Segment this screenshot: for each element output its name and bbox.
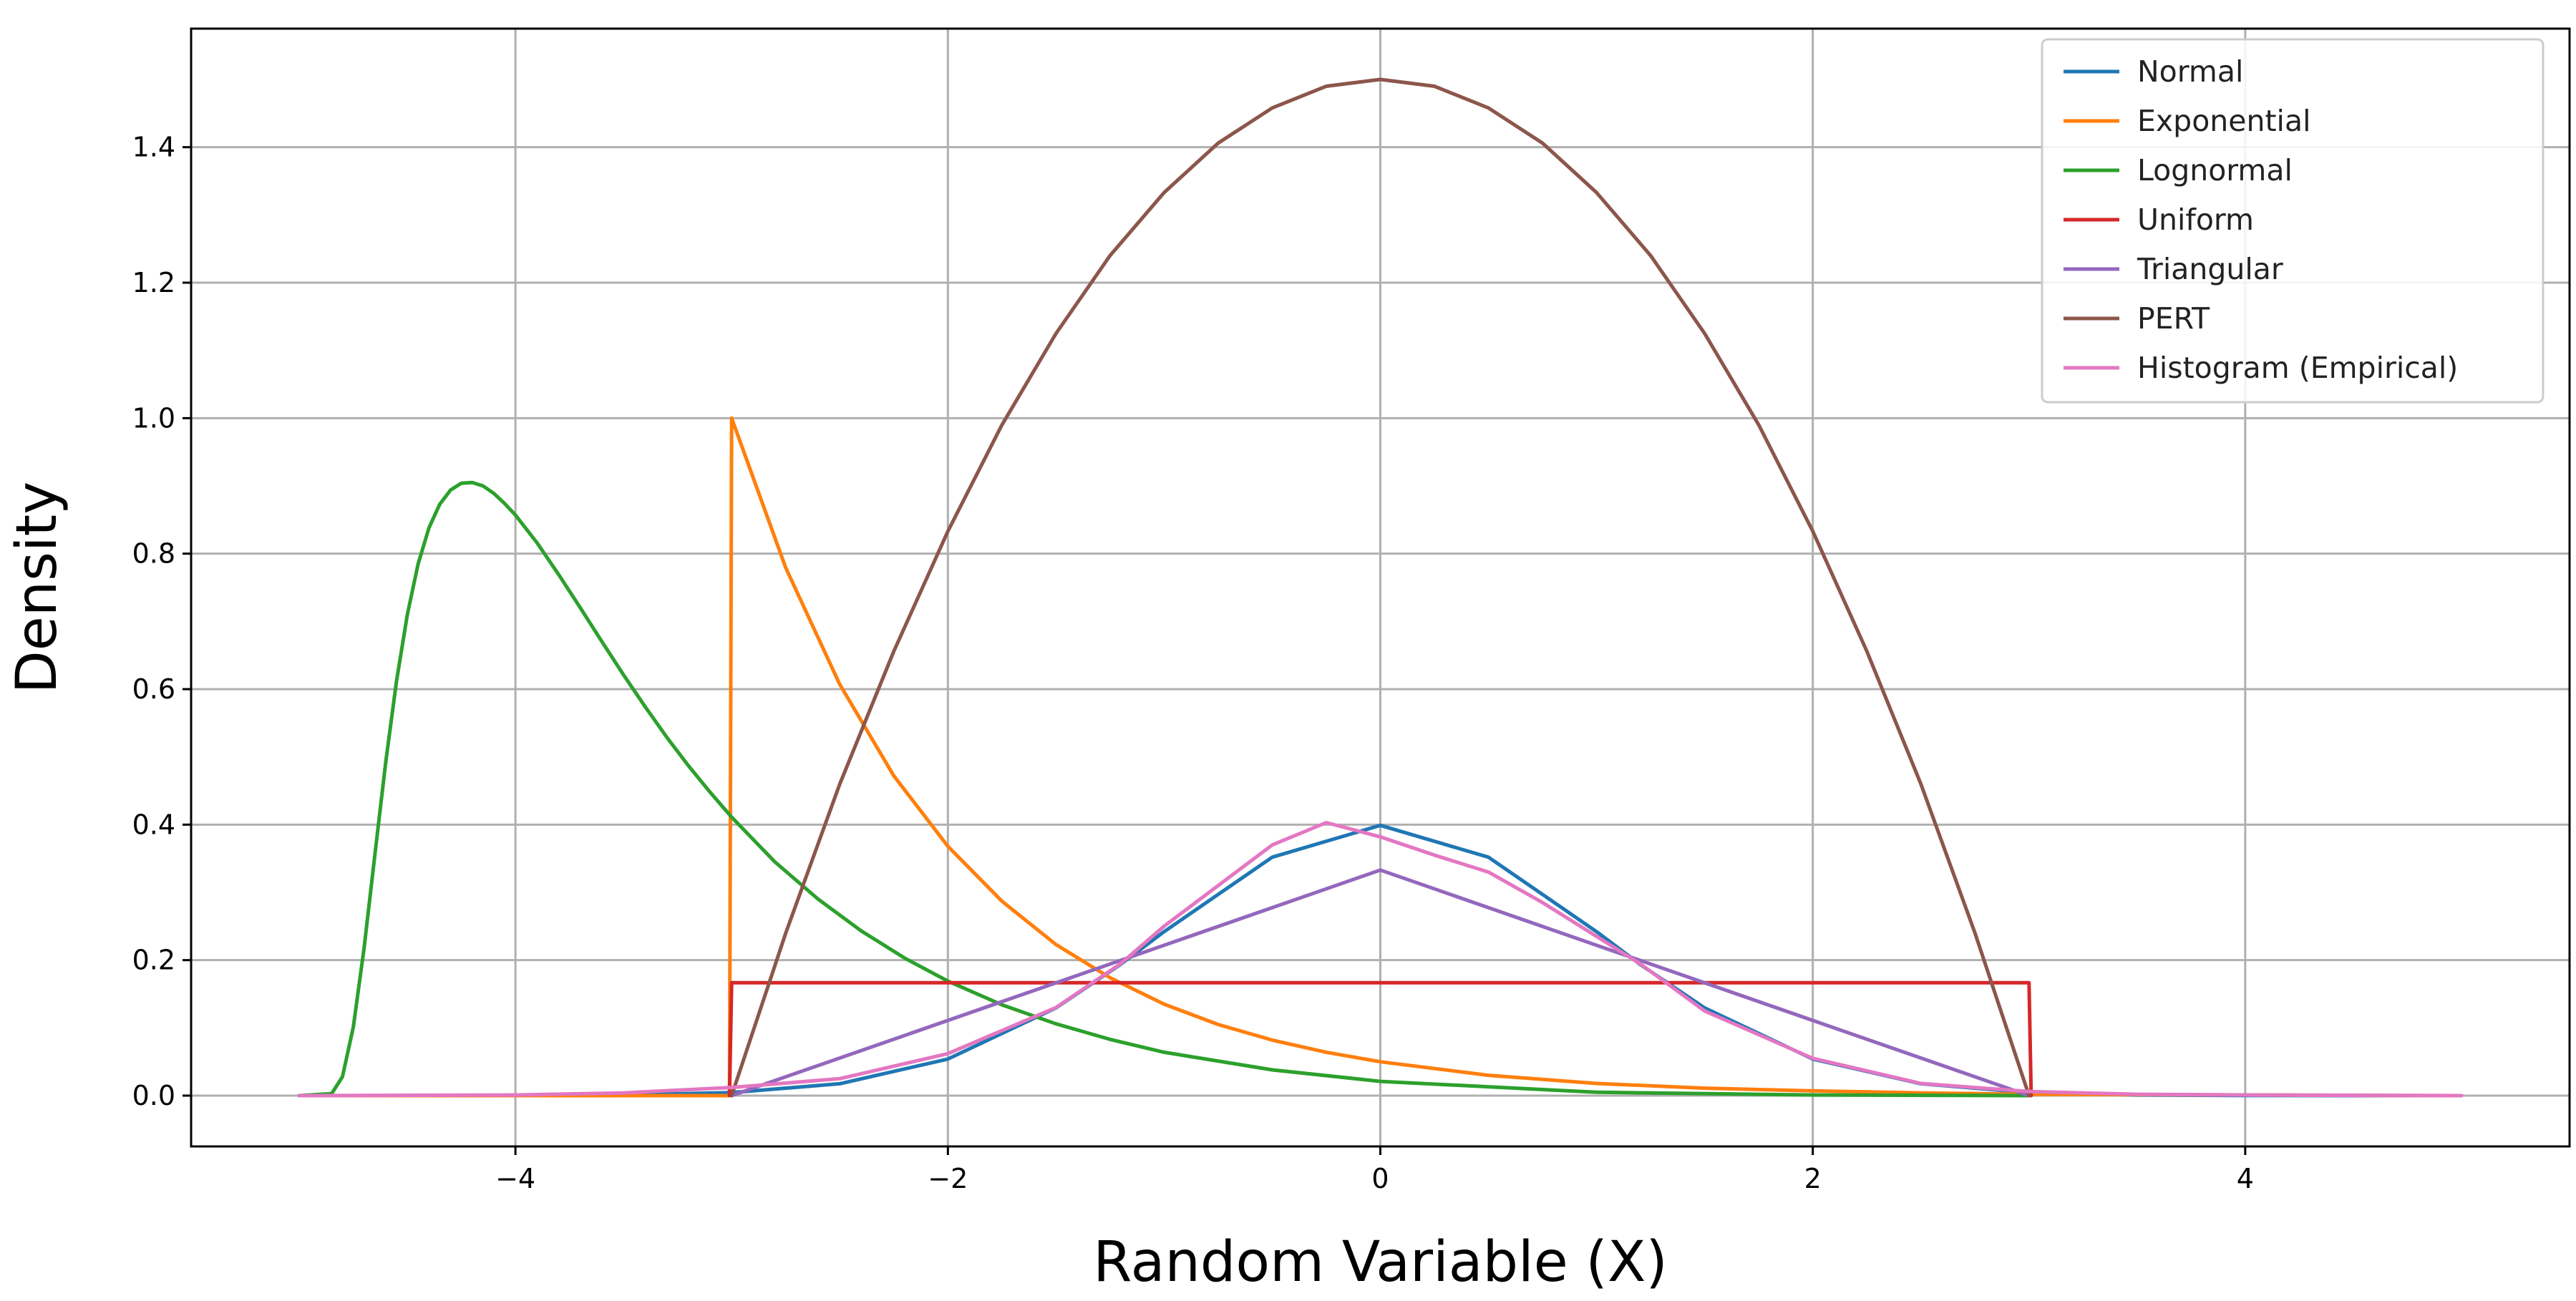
x-axis-title: Random Variable (X) xyxy=(1093,1230,1668,1295)
legend: Normal Exponential Lognormal Uniform Triangu… xyxy=(2041,38,2545,404)
legend-label: Exponential xyxy=(2137,104,2310,138)
y-tick-label: 0.0 xyxy=(132,1080,175,1111)
series-line-lognormal xyxy=(297,480,2031,1098)
series-line-pert xyxy=(729,77,2031,1098)
y-tick-label: 1.0 xyxy=(132,402,175,434)
y-tick-label: 1.2 xyxy=(132,267,175,298)
legend-label: Lognormal xyxy=(2137,153,2293,187)
x-tick-label: −2 xyxy=(928,1163,968,1194)
x-tick-label: 0 xyxy=(1371,1163,1389,1194)
y-tick-label: 0.2 xyxy=(132,945,175,976)
x-tick-label: −4 xyxy=(495,1163,535,1194)
series-lines xyxy=(297,77,2464,1098)
series-line-triangular xyxy=(729,868,2031,1098)
legend-label: Normal xyxy=(2137,54,2243,89)
legend-label: Histogram (Empirical) xyxy=(2137,351,2458,385)
x-tick-label: 2 xyxy=(1804,1163,1822,1194)
y-tick-label: 0.6 xyxy=(132,673,175,705)
y-tick-label: 0.8 xyxy=(132,538,175,570)
y-tick-label: 0.4 xyxy=(132,809,175,840)
series-line-exponential xyxy=(297,416,2464,1098)
series-line-uniform xyxy=(727,980,2033,1098)
y-axis-title: Density xyxy=(5,482,69,694)
axis-ticks: −4 −2 0 2 4 0.0 0.2 0.4 0.6 0.8 1.0 1.2 1.4 xyxy=(132,132,2254,1194)
series-line-histogram-empirical xyxy=(297,821,2464,1098)
y-tick-label: 1.4 xyxy=(132,132,175,163)
x-tick-label: 4 xyxy=(2237,1163,2254,1194)
grid-lines xyxy=(191,29,2570,1146)
legend-label: Uniform xyxy=(2137,203,2254,237)
legend-label: PERT xyxy=(2137,301,2210,336)
legend-label: Triangular xyxy=(2137,252,2283,286)
legend-box xyxy=(2041,38,2545,404)
